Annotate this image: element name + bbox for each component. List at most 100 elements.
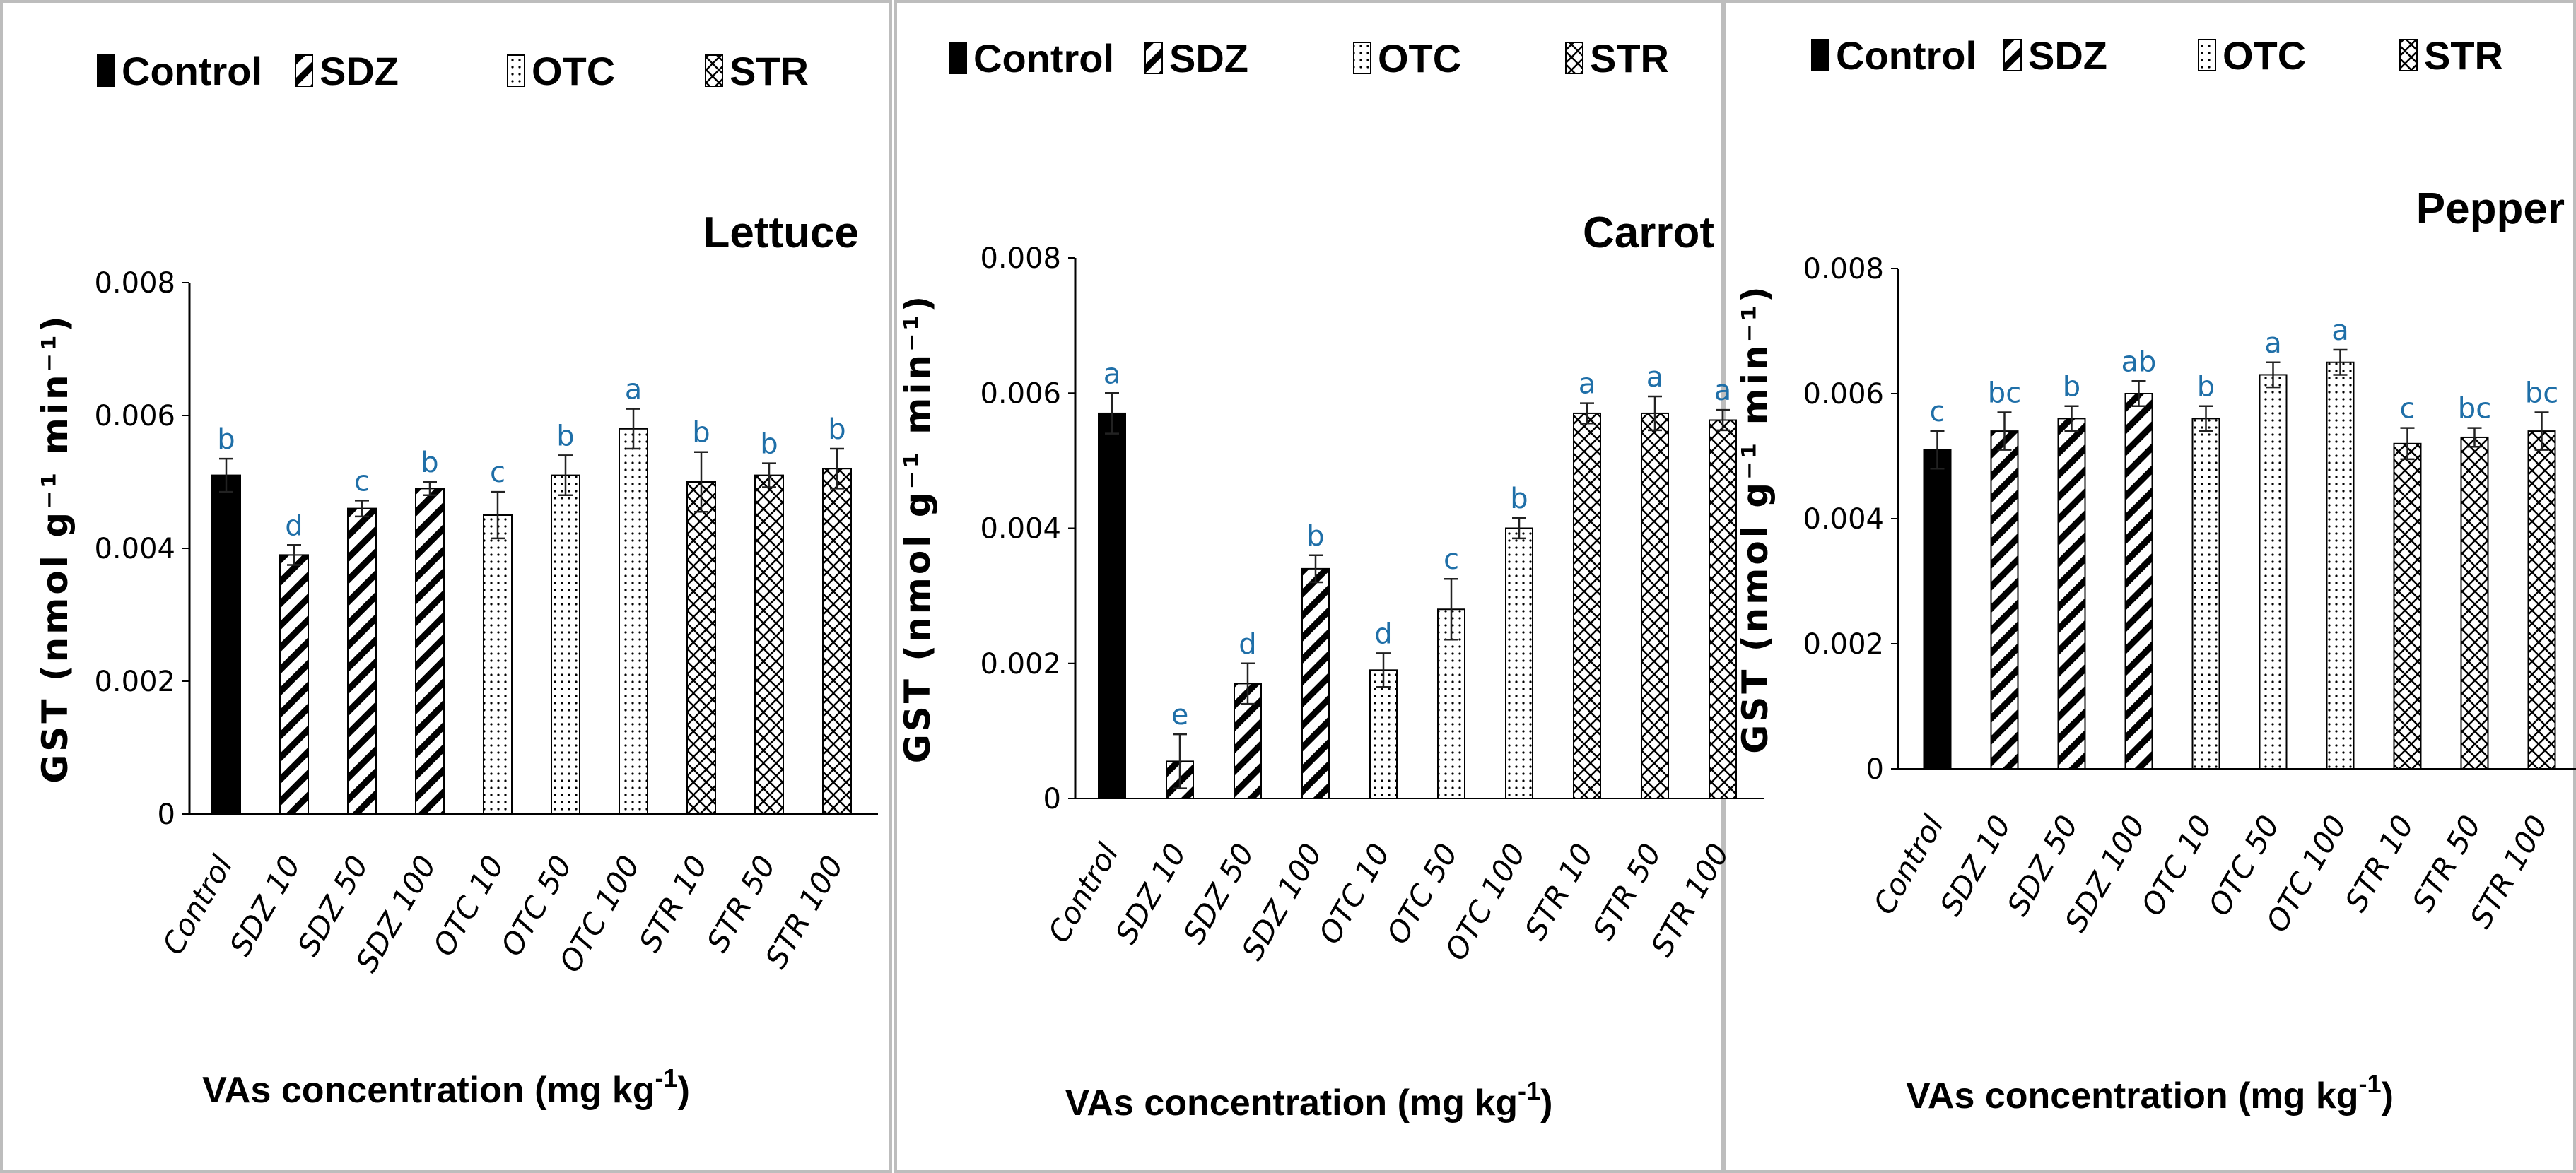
- x-axis-label-end: ): [1540, 1083, 1552, 1124]
- significance-letter: bc: [2458, 393, 2491, 425]
- significance-letter: a: [1103, 358, 1121, 390]
- significance-letter: a: [2264, 327, 2282, 360]
- legend-label-sdz: SDZ: [320, 49, 399, 93]
- bar-otc-50: [1437, 608, 1465, 799]
- significance-letter: b: [1510, 483, 1528, 515]
- legend-label-str: STR: [2424, 33, 2503, 78]
- significance-letter: c: [490, 456, 505, 489]
- significance-letter: d: [285, 509, 303, 542]
- bar-control: [1923, 449, 1952, 770]
- bar-sdz-50: [347, 507, 377, 815]
- chart-title: Carrot: [1583, 208, 1714, 257]
- bar-str-100: [1709, 419, 1737, 799]
- bar-otc-100: [619, 428, 648, 815]
- chart-panel-pepper: Control SDZ OTC STR Pepper 0 0.002 0.004 0.006 0.…: [1735, 33, 2576, 1116]
- legend-label-sdz: SDZ: [1169, 36, 1248, 81]
- legend-swatch-sdz: [1144, 42, 1163, 74]
- y-tick-label: 0.004: [980, 513, 1061, 546]
- bar-sdz-10: [1166, 760, 1194, 799]
- y-tick-label: 0.002: [1803, 628, 1884, 661]
- significance-letter: b: [828, 413, 845, 446]
- significance-letter: e: [1171, 699, 1189, 731]
- significance-letter: a: [625, 374, 643, 406]
- legend-label-control: Control: [973, 36, 1114, 81]
- bar-control: [1098, 412, 1126, 799]
- bar-otc-10: [2191, 418, 2220, 770]
- significance-letter: a: [2331, 314, 2349, 347]
- y-tick-label: 0.008: [1803, 253, 1884, 285]
- significance-letter: ab: [2121, 346, 2157, 378]
- y-tick-label: 0.008: [94, 267, 175, 300]
- significance-letter: d: [1239, 628, 1256, 661]
- bar-otc-50: [2259, 374, 2288, 770]
- y-tick-label: 0.008: [980, 242, 1061, 275]
- y-axis-label: GST (nmol g⁻¹ min⁻¹): [1735, 283, 1776, 753]
- x-axis-label: VAs concentration (mg kg-1): [1065, 1076, 1553, 1124]
- y-tick-label: 0.002: [980, 648, 1061, 680]
- bar-str-10: [1573, 412, 1601, 799]
- x-axis-label-main: VAs concentration (mg kg: [1906, 1075, 2358, 1116]
- significance-letter: b: [2197, 371, 2215, 403]
- legend-label-otc: OTC: [2223, 33, 2306, 78]
- legend-label-otc: OTC: [1378, 36, 1461, 81]
- x-axis-label-superscript: -1: [1518, 1076, 1540, 1105]
- significance-letter: b: [692, 417, 710, 449]
- bar-str-100: [2527, 430, 2556, 770]
- y-tick-label: 0: [158, 798, 175, 831]
- legend-swatch-str: [2399, 39, 2418, 71]
- legend-swatch-str: [1565, 42, 1583, 74]
- bar-str-50: [1641, 412, 1669, 799]
- bar-sdz-10: [279, 554, 309, 815]
- bar-sdz-100: [1301, 567, 1330, 799]
- significance-letter: bc: [1988, 377, 2021, 410]
- bar-sdz-50: [2057, 418, 2086, 770]
- y-tick-label: 0.002: [94, 666, 175, 698]
- significance-letter: c: [1930, 396, 1945, 428]
- bar-str-50: [754, 474, 784, 815]
- x-axis-label: VAs concentration (mg kg-1): [202, 1063, 690, 1111]
- x-axis-label-main: VAs concentration (mg kg: [1065, 1083, 1518, 1124]
- legend-swatch-otc: [1353, 42, 1371, 74]
- significance-letter: b: [1306, 520, 1324, 553]
- legend-swatch-sdz: [295, 54, 313, 87]
- chart-title: Lettuce: [703, 208, 859, 257]
- y-tick-label: 0: [1866, 753, 1884, 786]
- legend-swatch-control: [97, 54, 115, 87]
- significance-letter: d: [1374, 618, 1392, 650]
- legend-swatch-control: [1811, 39, 1829, 71]
- bar-otc-100: [1505, 527, 1533, 799]
- y-tick-label: 0.006: [1803, 378, 1884, 411]
- y-tick-label: 0.004: [94, 533, 175, 565]
- y-tick-label: 0: [1043, 783, 1061, 815]
- bar-sdz-100: [2124, 393, 2153, 770]
- chart-panel-lettuce: Control SDZ OTC STR Lettuce 0 0.002 0.004 0.006 0…: [35, 49, 878, 1111]
- legend-swatch-sdz: [2003, 39, 2022, 71]
- y-axis-label: GST (nmol g⁻¹ min⁻¹): [35, 313, 76, 783]
- x-axis-label-end: ): [2382, 1075, 2394, 1116]
- legend-swatch-control: [949, 42, 967, 74]
- bar-str-10: [686, 481, 716, 815]
- legend-label-str: STR: [1590, 36, 1669, 81]
- legend-label-control: Control: [1836, 33, 1977, 78]
- legend-swatch-str: [705, 54, 723, 87]
- panel-frame-1: [0, 0, 892, 1173]
- bar-control: [211, 474, 241, 815]
- chart-title: Pepper: [2416, 184, 2565, 233]
- significance-letter: a: [1714, 375, 1732, 407]
- bar-str-10: [2393, 442, 2422, 770]
- significance-letter: bc: [2525, 377, 2558, 410]
- significance-letter: a: [1579, 368, 1596, 401]
- legend-label-str: STR: [730, 49, 809, 93]
- x-axis-label: VAs concentration (mg kg-1): [1906, 1069, 2394, 1116]
- x-axis-label-end: ): [678, 1070, 690, 1111]
- legend-swatch-otc: [2198, 39, 2216, 71]
- x-axis-label-main: VAs concentration (mg kg: [202, 1070, 655, 1111]
- significance-letter: c: [2400, 393, 2416, 425]
- significance-letter: b: [421, 447, 438, 479]
- significance-letter: a: [1646, 361, 1664, 394]
- significance-letter: b: [556, 420, 574, 452]
- significance-letter: c: [354, 465, 370, 497]
- y-tick-label: 0.006: [980, 377, 1061, 410]
- y-tick-label: 0.006: [94, 400, 175, 432]
